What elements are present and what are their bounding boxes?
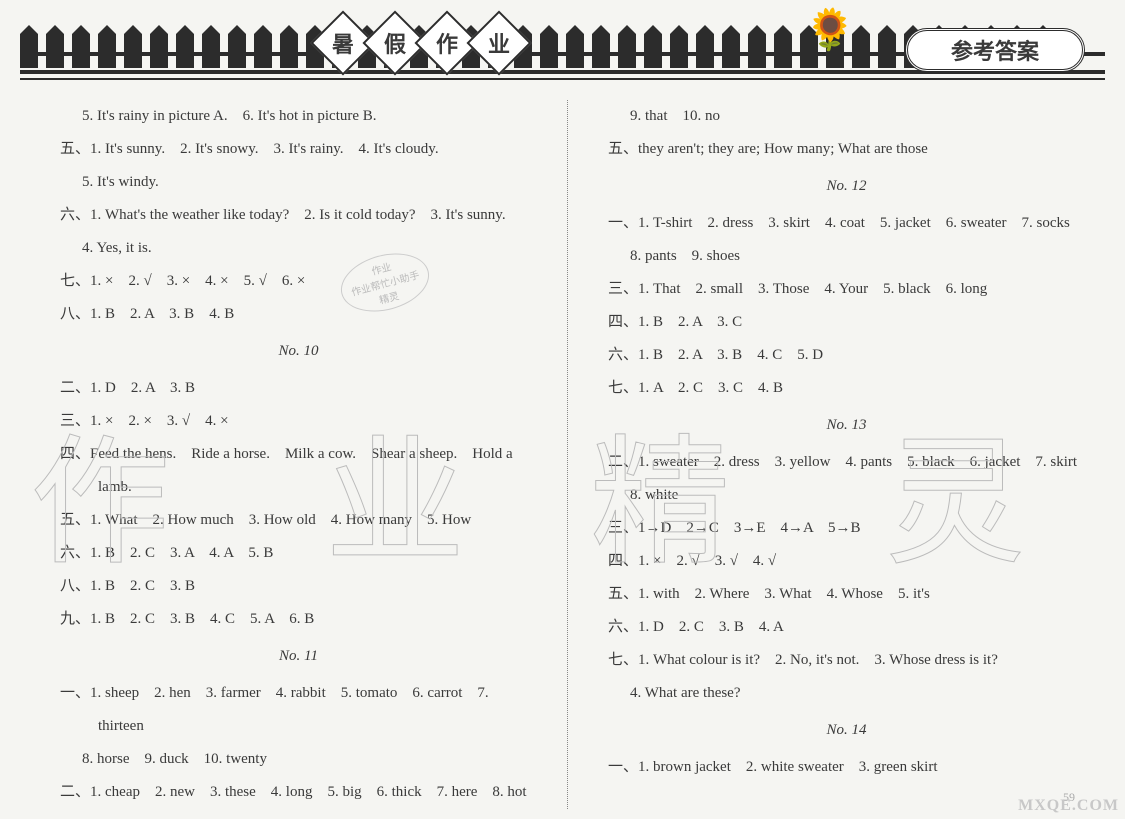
right-column: 9. that 10. no 五、they aren't; they are; … <box>608 100 1085 809</box>
answer-line: 五、1. with 2. Where 3. What 4. Whose 5. i… <box>608 578 1085 611</box>
page-header: for(let i=0;i<40;i++)document.write('<di… <box>20 10 1105 80</box>
answer-line: 一、1. T-shirt 2. dress 3. skirt 4. coat 5… <box>608 207 1085 240</box>
answer-line: 六、1. D 2. C 3. B 4. A <box>608 611 1085 644</box>
section-number: No. 14 <box>608 714 1085 747</box>
answer-line: 五、they aren't; they are; How many; What … <box>608 133 1085 166</box>
answer-line: 六、1. B 2. A 3. B 4. C 5. D <box>608 339 1085 372</box>
content-area: 5. It's rainy in picture A. 6. It's hot … <box>0 80 1125 819</box>
answer-line: 四、Feed the hens. Ride a horse. Milk a co… <box>60 438 537 504</box>
section-number: No. 12 <box>608 170 1085 203</box>
answer-line: 5. It's windy. <box>60 166 537 199</box>
answer-line: 五、1. What 2. How much 3. How old 4. How … <box>60 504 537 537</box>
section-number: No. 11 <box>60 640 537 673</box>
answer-line: 七、1. × 2. √ 3. × 4. × 5. √ 6. × <box>60 265 537 298</box>
answer-line: 三、1→D 2→C 3→E 4→A 5→B <box>608 512 1085 545</box>
answer-key-badge: 参考答案 <box>905 28 1085 72</box>
answer-line: 六、1. B 2. C 3. A 4. A 5. B <box>60 537 537 570</box>
answer-line: 二、1. cheap 2. new 3. these 4. long 5. bi… <box>60 776 537 809</box>
answer-line: 四、1. B 2. A 3. C <box>608 306 1085 339</box>
title-char-2: 假 <box>384 27 406 59</box>
answer-line: 9. that 10. no <box>608 100 1085 133</box>
section-number: No. 10 <box>60 335 537 368</box>
answer-line: 4. Yes, it is. <box>60 232 537 265</box>
answer-line: 二、1. D 2. A 3. B <box>60 372 537 405</box>
answer-line: 八、1. B 2. C 3. B <box>60 570 537 603</box>
answer-line: 五、1. It's sunny. 2. It's snowy. 3. It's … <box>60 133 537 166</box>
title-char-4: 业 <box>488 27 510 59</box>
site-watermark: MXQE.COM <box>1018 797 1119 815</box>
sunflower-icon: 🌻 <box>805 10 855 50</box>
answer-line: 一、1. brown jacket 2. white sweater 3. gr… <box>608 751 1085 784</box>
answer-line: 七、1. What colour is it? 2. No, it's not.… <box>608 644 1085 677</box>
answer-line: 8. horse 9. duck 10. twenty <box>60 743 537 776</box>
answer-line: 八、1. B 2. A 3. B 4. B <box>60 298 537 331</box>
answer-line: 一、1. sheep 2. hen 3. farmer 4. rabbit 5.… <box>60 677 537 743</box>
answer-line: 七、1. A 2. C 3. C 4. B <box>608 372 1085 405</box>
answer-line: 三、1. × 2. × 3. √ 4. × <box>60 405 537 438</box>
answer-line: 8. white <box>608 479 1085 512</box>
answer-line: 5. It's rainy in picture A. 6. It's hot … <box>60 100 537 133</box>
left-column: 5. It's rainy in picture A. 6. It's hot … <box>60 100 568 809</box>
answer-line: 三、1. That 2. small 3. Those 4. Your 5. b… <box>608 273 1085 306</box>
answer-line: 六、1. What's the weather like today? 2. I… <box>60 199 537 232</box>
answer-line: 四、1. × 2. √ 3. √ 4. √ <box>608 545 1085 578</box>
answer-line: 8. pants 9. shoes <box>608 240 1085 273</box>
answer-line: 4. What are these? <box>608 677 1085 710</box>
answer-line: 二、1. sweater 2. dress 3. yellow 4. pants… <box>608 446 1085 479</box>
title-diamonds: 暑 假 作 业 <box>320 20 522 66</box>
title-char-1: 暑 <box>332 27 354 59</box>
section-number: No. 13 <box>608 409 1085 442</box>
answer-line: 九、1. B 2. C 3. B 4. C 5. A 6. B <box>60 603 537 636</box>
title-char-3: 作 <box>436 27 458 59</box>
